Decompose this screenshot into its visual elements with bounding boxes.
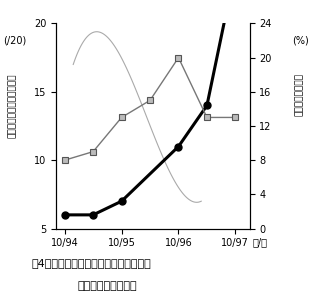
Text: (/20): (/20) [3,35,27,45]
Text: 月/年: 月/年 [253,237,268,247]
Text: ミズゴケが存在する地点数: ミズゴケが存在する地点数 [8,73,17,138]
Text: 噳4　侵入植物を除去した区域における: 噳4 侵入植物を除去した区域における [31,258,151,268]
Text: ミズゴケ面積割合: ミズゴケ面積割合 [295,73,304,116]
Text: ミズゴケの復元経進: ミズゴケの復元経進 [78,281,138,291]
Text: (%): (%) [292,35,309,45]
